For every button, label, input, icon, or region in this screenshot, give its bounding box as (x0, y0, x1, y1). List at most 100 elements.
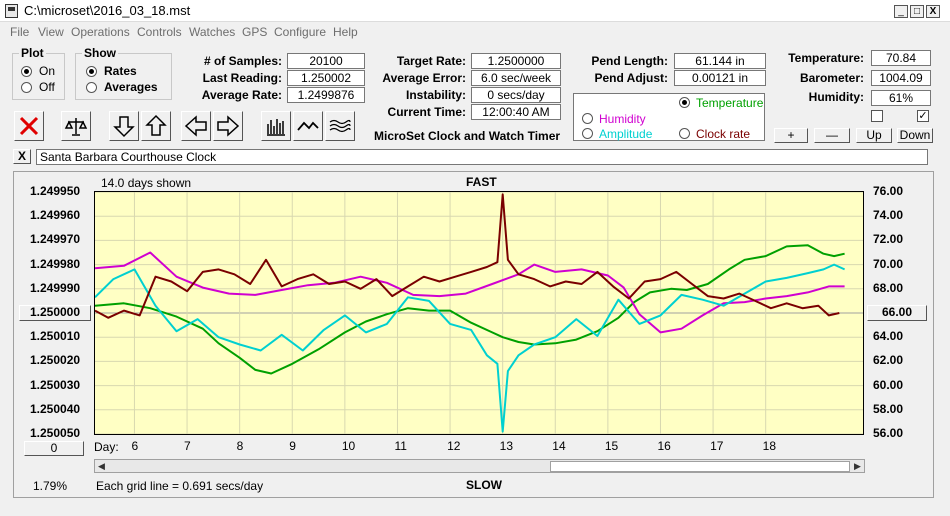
instability-field: 0 secs/day (471, 87, 561, 103)
temperature-field: 70.84 (871, 50, 931, 66)
y-tick-left-label: 1.249990 (30, 280, 81, 295)
x-tick-label: 11 (394, 439, 407, 453)
x-tick-label: 12 (447, 439, 461, 453)
env-checkbox-1[interactable] (871, 110, 883, 122)
left-arrow-button[interactable] (181, 111, 211, 141)
y-tick-left-label: 1.249960 (30, 208, 81, 223)
y-tick-right-label: 64.00 (873, 329, 904, 344)
center-rate-button[interactable]: 1.250000 (19, 305, 91, 321)
series-amplitude-label: Amplitude (599, 127, 653, 141)
scroll-right-icon[interactable]: ▶ (854, 461, 861, 471)
wave-graph-button[interactable] (325, 111, 355, 141)
show-group-legend: Show (82, 46, 118, 60)
x-tick-label: 18 (762, 439, 777, 453)
temperature-label: Temperature: (788, 51, 864, 65)
pend-adjust-label: Pend Adjust: (594, 71, 668, 85)
clear-clock-button[interactable]: X (13, 149, 31, 164)
show-averages-radio[interactable] (86, 82, 97, 93)
down-button[interactable]: Down (897, 128, 933, 143)
wave-graph-icon (329, 119, 351, 133)
scroll-left-icon[interactable]: ◀ (98, 461, 105, 471)
average-rate-field: 1.2499876 (287, 87, 365, 103)
plot-off-label: Off (39, 80, 55, 94)
balance-button[interactable] (61, 111, 91, 141)
x-tick-label: 9 (289, 439, 296, 453)
show-rates-radio[interactable] (86, 66, 97, 77)
fast-label: FAST (466, 175, 497, 189)
y-tick-right-label: 68.00 (873, 280, 904, 295)
show-rates-label: Rates (104, 64, 137, 78)
app-caption: MicroSet Clock and Watch Timer (374, 129, 561, 143)
bar-graph-button[interactable] (261, 111, 291, 141)
grid-note-label: Each grid line = 0.691 secs/day (96, 479, 264, 493)
minimize-button[interactable]: _ (894, 5, 908, 18)
x-tick-label: 6 (131, 439, 139, 453)
series-line-temperature (94, 244, 845, 375)
pend-adjust-field: 0.00121 in (674, 70, 766, 86)
last-reading-label: Last Reading: (202, 71, 282, 85)
menu-view[interactable]: View (38, 25, 64, 39)
scroll-thumb[interactable] (550, 461, 850, 472)
y-tick-right-label: 72.00 (873, 232, 904, 247)
show-group: Show Rates Averages (75, 46, 172, 100)
days-shown-label: 14.0 days shown (101, 176, 192, 190)
plot-on-radio[interactable] (21, 66, 32, 77)
center-temp-button[interactable]: 66.00 (867, 305, 927, 321)
series-temperature-radio[interactable] (679, 97, 690, 108)
series-selector: Temperature Humidity Amplitude Clock rat… (573, 93, 765, 141)
menu-configure[interactable]: Configure (274, 25, 327, 39)
window-title: C:\microset\2016_03_18.mst (24, 3, 191, 18)
close-button[interactable]: X (926, 5, 940, 18)
average-error-field: 6.0 sec/week (471, 70, 561, 86)
clock-name-field[interactable]: Santa Barbara Courthouse Clock (36, 149, 928, 165)
line-graph-button[interactable] (293, 111, 323, 141)
x-tick-label: 15 (604, 439, 619, 453)
stop-button[interactable] (14, 111, 44, 141)
humidity-label: Humidity: (808, 90, 864, 104)
series-clock-rate-radio[interactable] (679, 128, 690, 139)
y-tick-left-label: 1.250020 (30, 353, 81, 368)
arrow-up-icon (145, 114, 167, 136)
down-arrow-button[interactable] (109, 111, 139, 141)
y-tick-left-label: 1.249970 (30, 232, 81, 247)
menu-watches[interactable]: Watches (189, 25, 236, 39)
decrease-button[interactable]: — (814, 128, 850, 143)
y-tick-right-label: 62.00 (873, 353, 904, 368)
maximize-button[interactable]: □ (910, 5, 924, 18)
y-tick-left-label: 1.249980 (30, 256, 81, 271)
series-amplitude-radio[interactable] (582, 128, 593, 139)
increase-button[interactable]: + (774, 128, 808, 143)
x-tick-label: 10 (341, 439, 356, 453)
bar-graph-icon (267, 119, 285, 136)
x-tick-label: 8 (236, 439, 244, 453)
current-time-label: Current Time: (387, 105, 466, 119)
app-icon (5, 4, 18, 18)
last-reading-field: 1.250002 (287, 70, 365, 86)
menu-file[interactable]: File (10, 25, 30, 39)
menu-gps[interactable]: GPS (242, 25, 268, 39)
offset-button[interactable]: 0 (24, 441, 84, 456)
y-tick-left-label: 1.250010 (30, 329, 81, 344)
y-tick-left-label: 1.250030 (30, 377, 81, 392)
y-tick-left-label: 1.249950 (30, 184, 81, 198)
env-checkbox-2[interactable]: ✓ (917, 110, 929, 122)
menu-help[interactable]: Help (333, 25, 358, 39)
arrow-down-icon (113, 116, 135, 138)
samples-label: # of Samples: (203, 54, 282, 68)
series-line-clock-rate (94, 193, 840, 319)
up-button[interactable]: Up (856, 128, 892, 143)
horizontal-scrollbar[interactable]: ◀ ▶ (94, 459, 865, 473)
plot-on-label: On (39, 64, 56, 78)
up-arrow-button[interactable] (141, 111, 171, 141)
menu-controls[interactable]: Controls (137, 25, 182, 39)
menu-operations[interactable]: Operations (71, 25, 130, 39)
plot-area (94, 191, 864, 435)
plot-off-radio[interactable] (21, 82, 32, 93)
slow-label: SLOW (466, 478, 502, 492)
barometer-field: 1004.09 (871, 70, 931, 86)
barometer-label: Barometer: (799, 71, 864, 85)
series-humidity-radio[interactable] (582, 113, 593, 124)
right-arrow-button[interactable] (213, 111, 243, 141)
arrow-left-icon (184, 115, 207, 137)
plot-group: Plot On Off (12, 46, 65, 100)
